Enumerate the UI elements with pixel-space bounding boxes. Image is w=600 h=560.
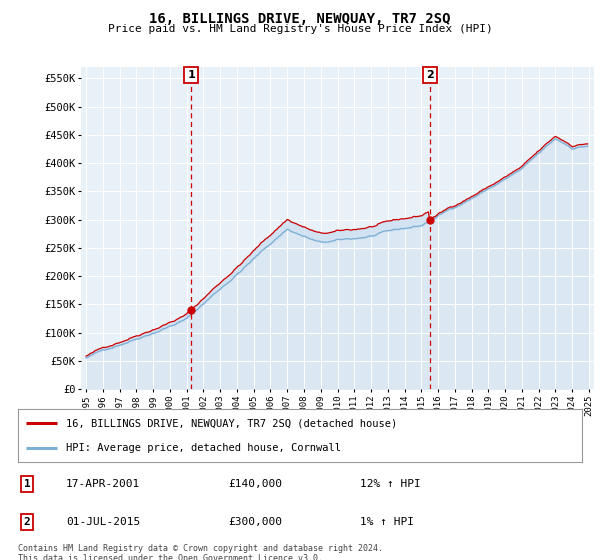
Text: 16, BILLINGS DRIVE, NEWQUAY, TR7 2SQ (detached house): 16, BILLINGS DRIVE, NEWQUAY, TR7 2SQ (de…	[66, 418, 397, 428]
Text: £300,000: £300,000	[228, 517, 282, 527]
Text: Price paid vs. HM Land Registry's House Price Index (HPI): Price paid vs. HM Land Registry's House …	[107, 24, 493, 34]
Text: 1: 1	[188, 70, 196, 80]
Text: 12% ↑ HPI: 12% ↑ HPI	[360, 479, 421, 489]
Text: 01-JUL-2015: 01-JUL-2015	[66, 517, 140, 527]
Text: 1% ↑ HPI: 1% ↑ HPI	[360, 517, 414, 527]
Text: 2: 2	[23, 517, 31, 527]
Text: Contains HM Land Registry data © Crown copyright and database right 2024.
This d: Contains HM Land Registry data © Crown c…	[18, 544, 383, 560]
Text: HPI: Average price, detached house, Cornwall: HPI: Average price, detached house, Corn…	[66, 442, 341, 452]
Text: £140,000: £140,000	[228, 479, 282, 489]
Text: 2: 2	[426, 70, 434, 80]
Text: 17-APR-2001: 17-APR-2001	[66, 479, 140, 489]
Text: 1: 1	[23, 479, 31, 489]
Text: 16, BILLINGS DRIVE, NEWQUAY, TR7 2SQ: 16, BILLINGS DRIVE, NEWQUAY, TR7 2SQ	[149, 12, 451, 26]
